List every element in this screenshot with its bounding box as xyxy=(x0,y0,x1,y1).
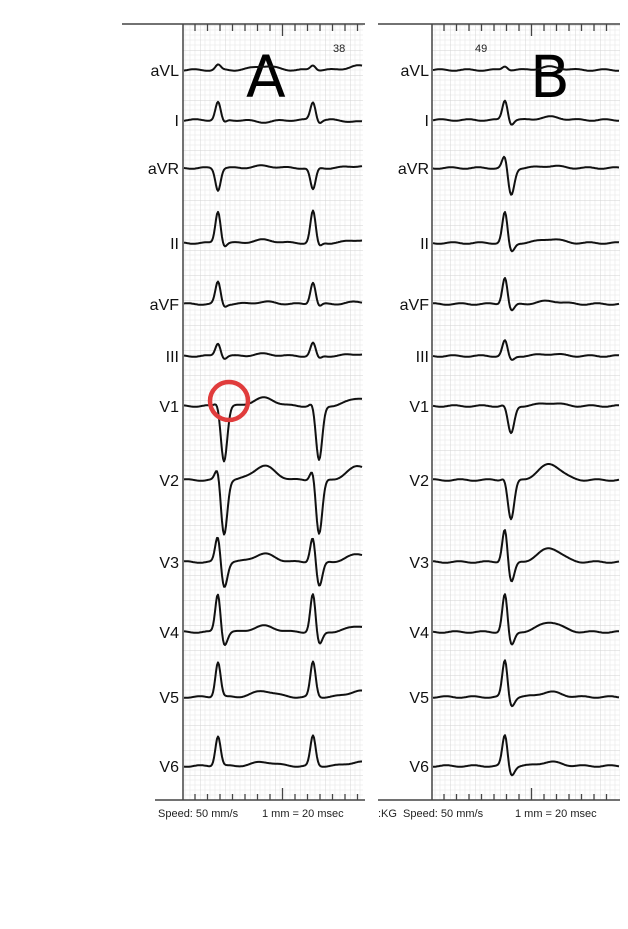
trace-avl-b xyxy=(432,65,619,72)
footer-speed-b: Speed: 50 mm/s xyxy=(403,808,484,820)
lead-label-v4-a: V4 xyxy=(159,625,179,642)
panel-letter-b: B xyxy=(530,43,570,111)
lead-label-v3-b: V3 xyxy=(409,555,429,572)
trace-i-a xyxy=(183,100,363,124)
footer-speed-a: Speed: 50 mm/s xyxy=(158,808,239,820)
lead-label-v2-a: V2 xyxy=(159,473,179,490)
footer-prefix-b: :KG xyxy=(378,808,397,820)
panel-letter-a: A xyxy=(246,43,286,111)
trace-avf-b xyxy=(433,277,620,312)
trace-ii-a xyxy=(183,209,363,248)
trace-avr-b xyxy=(432,155,620,196)
panel-number-b: 49 xyxy=(475,43,487,55)
lead-label-i-b: I xyxy=(425,113,429,130)
time-ticks-a xyxy=(194,24,359,800)
lead-label-ii-b: II xyxy=(420,236,429,253)
lead-label-v6-a: V6 xyxy=(159,759,179,776)
trace-avl-a xyxy=(183,63,363,72)
panel-number-a: 38 xyxy=(333,43,345,55)
trace-v6-b xyxy=(433,734,620,777)
panel-b: B 49 :KG Speed: 50 mm/s 1 mm = 20 msec a… xyxy=(378,23,620,820)
footer-scale-a: 1 mm = 20 msec xyxy=(262,808,344,820)
lead-label-avl-b: aVL xyxy=(401,63,430,80)
trace-iii-a xyxy=(183,341,363,360)
trace-avf-a xyxy=(183,280,363,308)
lead-label-avl-a: aVL xyxy=(151,63,180,80)
trace-avr-a xyxy=(183,164,363,192)
trace-v2-a xyxy=(183,464,363,536)
grid-b xyxy=(432,24,620,800)
lead-label-v4-b: V4 xyxy=(409,625,429,642)
trace-v6-a xyxy=(183,734,362,768)
lead-label-avr-b: aVR xyxy=(398,161,429,178)
lead-label-v1-b: V1 xyxy=(409,399,429,416)
trace-i-b xyxy=(432,99,619,126)
lead-label-avr-a: aVR xyxy=(148,161,179,178)
trace-v3-b xyxy=(432,529,620,583)
trace-v2-b xyxy=(433,463,620,521)
lead-label-ii-a: II xyxy=(170,236,179,253)
trace-v4-b xyxy=(432,593,619,646)
trace-iii-b xyxy=(432,339,620,361)
lead-label-v6-b: V6 xyxy=(409,759,429,776)
lead-label-v2-b: V2 xyxy=(409,473,429,490)
lead-label-avf-b: aVF xyxy=(400,297,430,314)
trace-v1-a xyxy=(183,396,363,463)
time-ticks-b xyxy=(443,24,608,800)
trace-v5-b xyxy=(432,659,620,708)
grid-a xyxy=(183,24,363,800)
lead-label-iii-b: III xyxy=(416,349,429,366)
trace-v3-a xyxy=(183,536,363,588)
trace-v1-b xyxy=(432,402,619,435)
lead-label-v5-b: V5 xyxy=(409,690,429,707)
lead-label-v3-a: V3 xyxy=(159,555,179,572)
trace-v5-a xyxy=(183,660,362,699)
lead-label-v1-a: V1 xyxy=(159,399,179,416)
panel-a: A 38 Speed: 50 mm/s 1 mm = 20 msec aVL Ia… xyxy=(122,23,365,820)
lead-label-v5-a: V5 xyxy=(159,690,179,707)
trace-v4-a xyxy=(183,593,362,646)
lead-label-iii-a: III xyxy=(166,349,179,366)
lead-label-i-a: I xyxy=(175,113,179,130)
highlight-circle-v1 xyxy=(207,379,251,423)
trace-ii-b xyxy=(432,211,620,253)
lead-label-avf-a: aVF xyxy=(150,297,180,314)
footer-scale-b: 1 mm = 20 msec xyxy=(515,808,597,820)
